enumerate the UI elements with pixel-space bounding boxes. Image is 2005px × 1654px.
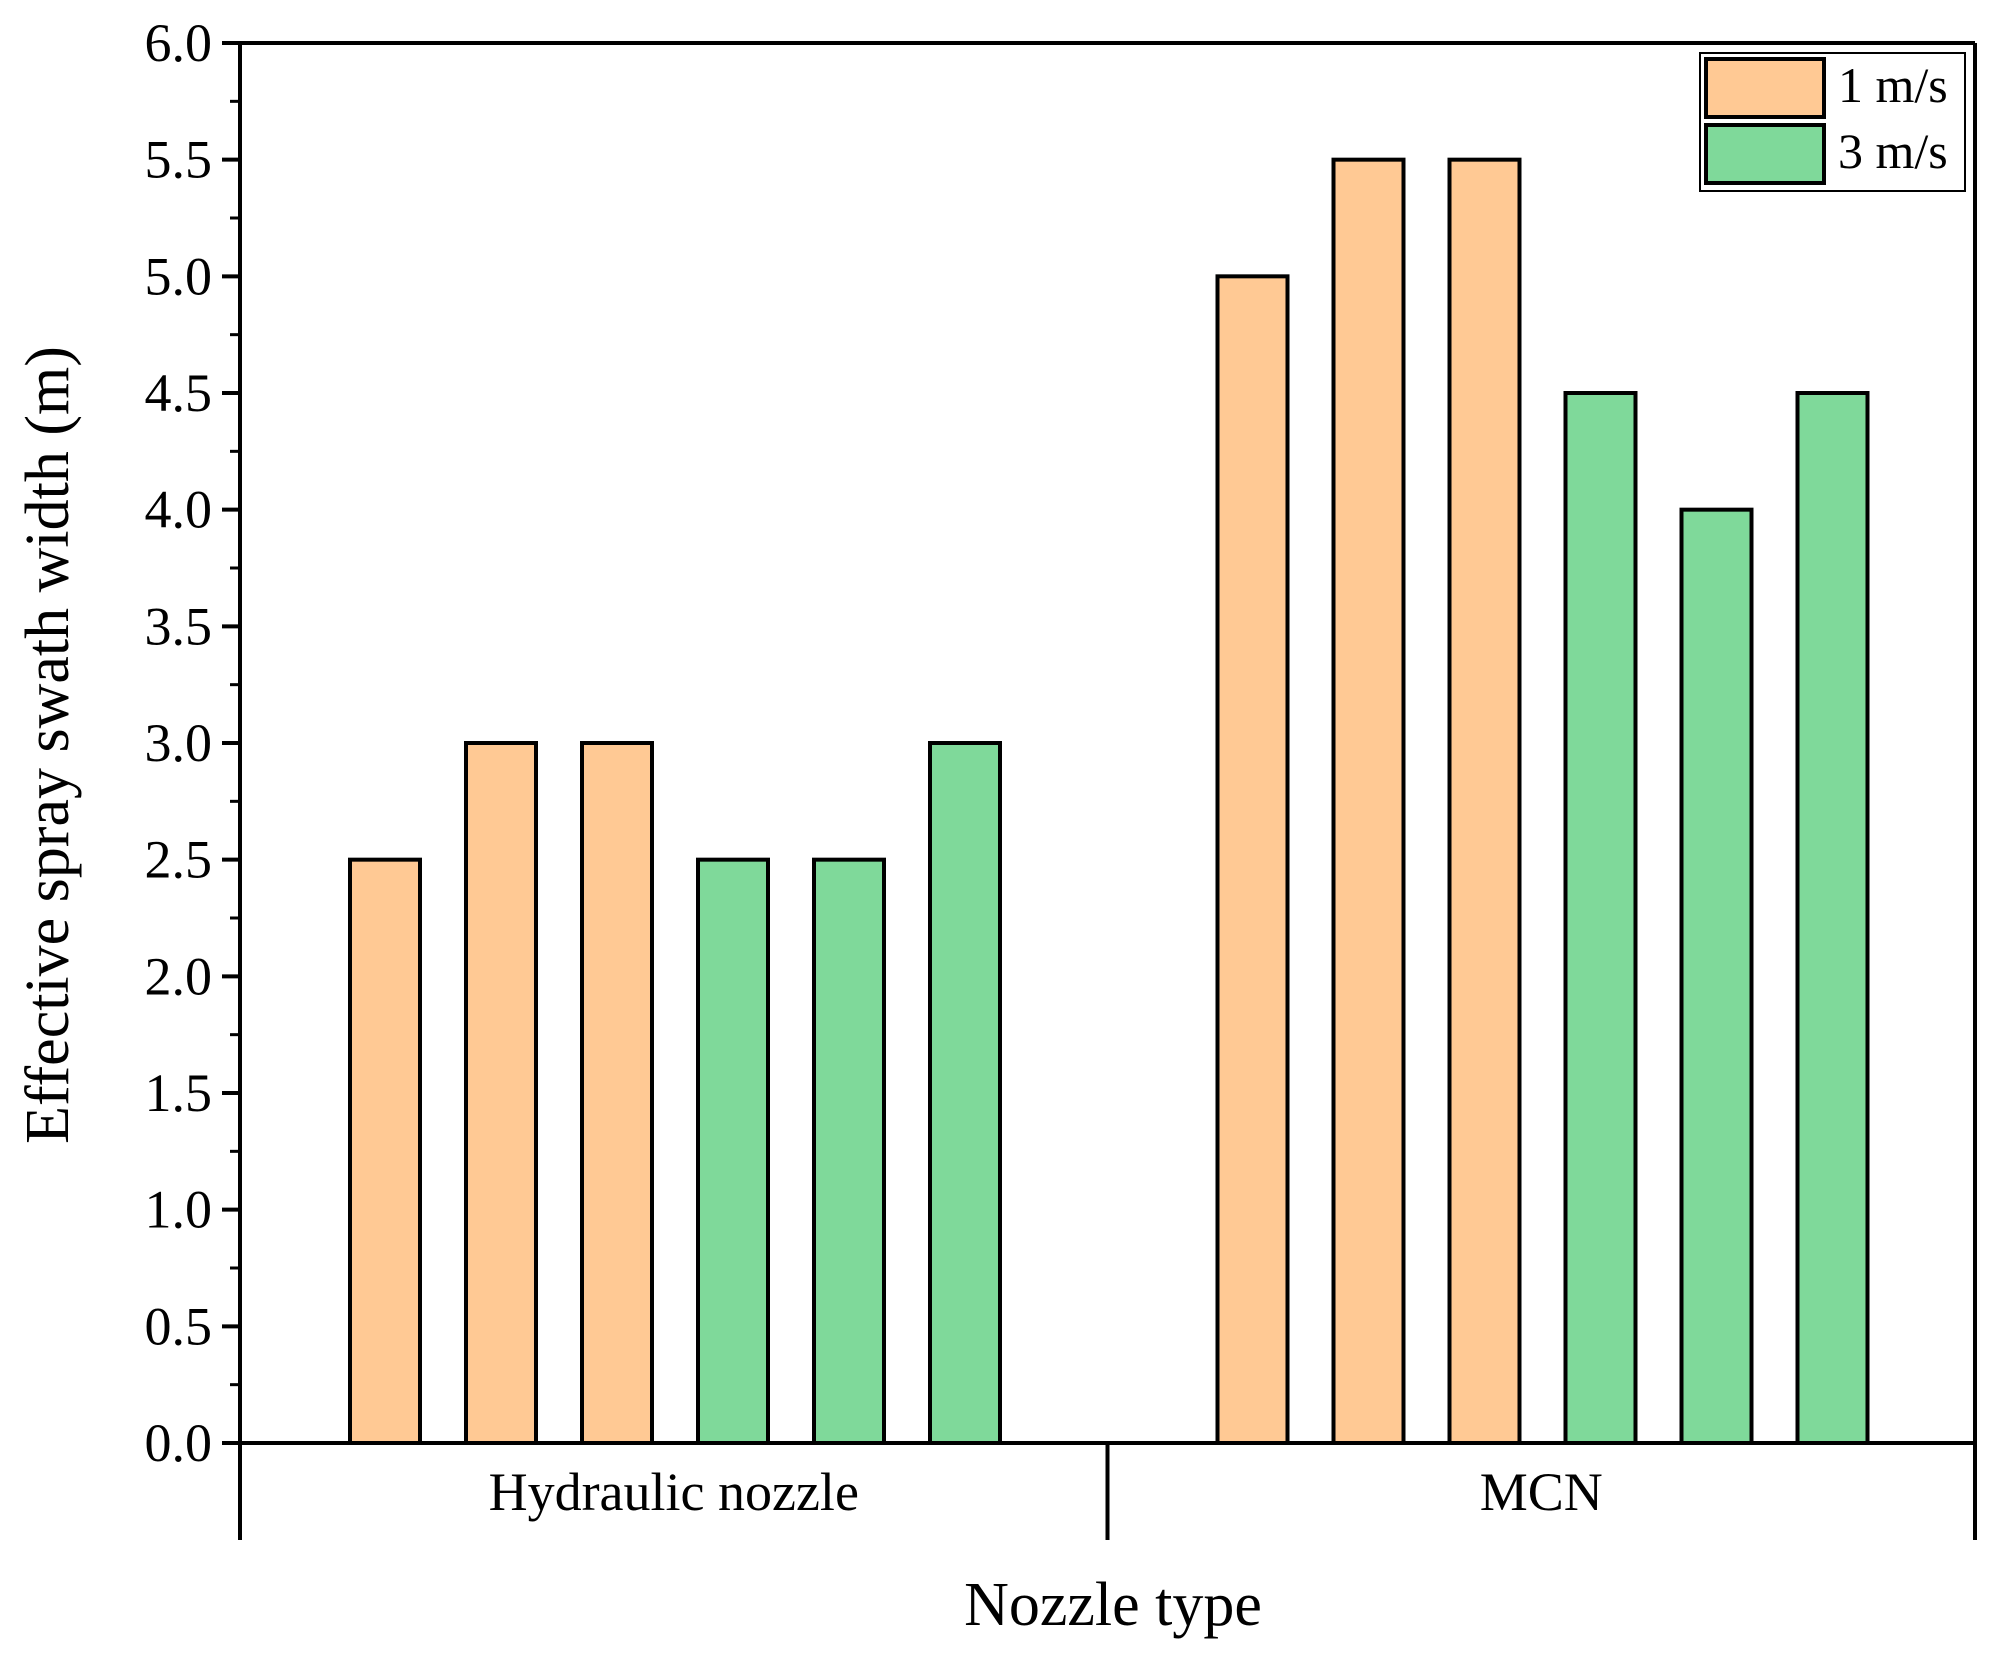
axes: 0.0 0.5 1.0 1.5 2.0 2.5 3.0 3.5 4.0 4.5 5.0 5.5 6.0 H… (145, 13, 1977, 1540)
bar (1679, 507, 1754, 1445)
x-axis-title: Nozzle type (964, 1571, 1262, 1639)
legend-label: 3 m/s (1838, 123, 1948, 179)
y-tick-label: 5.5 (145, 130, 213, 190)
y-tick-label: 3.5 (145, 596, 213, 656)
bar (464, 741, 538, 1445)
category-label: MCN (1480, 1462, 1603, 1522)
y-axis-title: Effective spray swath width (m) (14, 346, 82, 1144)
bars (348, 157, 1870, 1446)
bar (1447, 157, 1522, 1446)
y-tick-label: 4.0 (145, 480, 213, 540)
bar (812, 857, 886, 1445)
y-tick-label: 1.0 (145, 1180, 213, 1240)
y-tick-label: 0.0 (145, 1413, 213, 1473)
y-tick-label: 4.5 (145, 363, 213, 423)
y-tick-label: 6.0 (145, 13, 213, 73)
bar (696, 857, 770, 1445)
legend-label: 1 m/s (1838, 57, 1948, 113)
bar (1215, 274, 1290, 1445)
bar (348, 857, 422, 1445)
legend-swatch (1704, 123, 1826, 185)
bar (1795, 391, 1870, 1445)
bar (1331, 157, 1406, 1446)
bar (580, 741, 654, 1445)
y-tick-label: 0.5 (145, 1296, 213, 1356)
legend: 1 m/s 3 m/s (1699, 52, 1966, 192)
y-tick-label: 1.5 (145, 1063, 213, 1123)
y-tick-label: 5.0 (145, 246, 213, 306)
y-tick-label: 3.0 (145, 713, 213, 773)
bar (1563, 391, 1638, 1445)
legend-swatch (1704, 57, 1826, 119)
category-label: Hydraulic nozzle (489, 1462, 859, 1522)
y-tick-label: 2.0 (145, 946, 213, 1006)
y-tick-label: 2.5 (145, 830, 213, 890)
bar (928, 741, 1002, 1445)
